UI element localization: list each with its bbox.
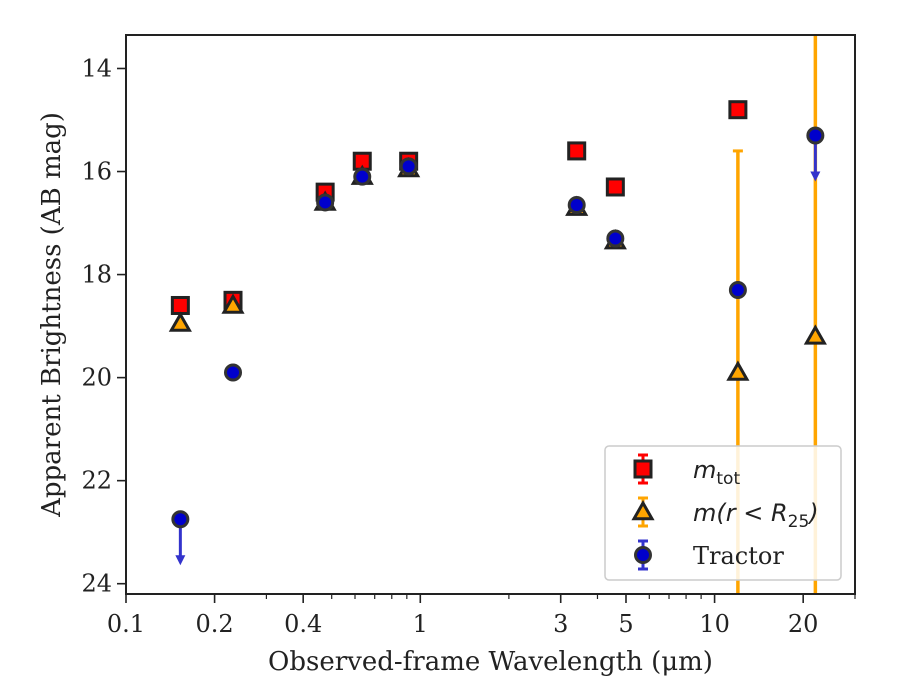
tractor-marker — [224, 363, 243, 382]
legend-label: m(r < R25) — [693, 499, 819, 532]
tractor-marker — [171, 510, 190, 529]
tractor-upper-limit-arrowhead — [810, 171, 821, 182]
tractor-marker — [316, 193, 335, 212]
x-tick-label: 20 — [788, 610, 819, 638]
tractor-marker — [606, 229, 625, 248]
m-tot-marker — [605, 177, 625, 197]
tractor-upper-limit-arrowhead — [175, 555, 186, 566]
x-tick-label: 10 — [699, 610, 730, 638]
legend-label: Tractor — [693, 542, 784, 570]
y-axis-label: Apparent Brightness (AB mag) — [37, 112, 67, 518]
y-tick-label: 22 — [81, 467, 112, 495]
y-tick-label: 16 — [81, 158, 112, 186]
y-tick-label: 20 — [81, 364, 112, 392]
y-tick-label: 18 — [81, 261, 112, 289]
y-tick-label: 14 — [81, 54, 112, 82]
legend-marker — [631, 499, 655, 521]
y-axis-ticks: 14 16 18 20 22 24 — [81, 54, 126, 598]
x-tick-label: 0.1 — [107, 610, 145, 638]
legend-box — [604, 445, 842, 581]
m-r-r25-marker — [726, 360, 750, 381]
legend-marker — [634, 546, 652, 564]
tractor-marker — [806, 126, 825, 145]
m-tot-marker — [567, 141, 587, 161]
x-axis-label: Observed-frame Wavelength (μm) — [268, 647, 713, 677]
y-tick-label: 24 — [81, 570, 112, 598]
x-tick-label: 0.4 — [284, 610, 322, 638]
x-axis-ticks: 0.1 0.2 0.4 1 3 5 10 20 — [107, 594, 856, 638]
tractor-marker — [567, 196, 586, 215]
tractor-marker — [728, 281, 747, 300]
x-tick-label: 0.2 — [196, 610, 234, 638]
m-r-r25-marker — [803, 324, 827, 345]
m-tot-marker — [170, 295, 190, 315]
legend-label: mtot — [693, 456, 740, 489]
x-tick-label: 1 — [413, 610, 428, 638]
legend-marker — [633, 459, 653, 479]
marker-layer — [168, 100, 827, 529]
tractor-marker — [399, 157, 418, 176]
tractor-marker — [353, 167, 372, 186]
x-tick-label: 5 — [618, 610, 633, 638]
m-r-r25-marker — [168, 311, 192, 332]
m-tot-marker — [728, 100, 748, 120]
plot-frame — [125, 34, 856, 595]
legend: mtot m(r < R25) Tractor — [604, 445, 842, 581]
m-r-r25-marker — [221, 293, 245, 314]
x-tick-label: 3 — [553, 610, 568, 638]
